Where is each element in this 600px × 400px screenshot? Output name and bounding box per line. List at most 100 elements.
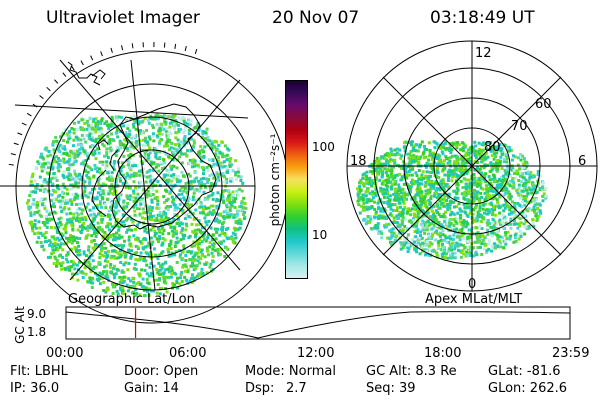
emission-pixel (430, 205, 434, 209)
emission-pixel (432, 153, 436, 157)
emission-pixel (187, 250, 191, 254)
emission-pixel (375, 166, 379, 170)
emission-pixel (180, 145, 184, 149)
emission-pixel (35, 240, 39, 244)
emission-pixel (140, 148, 144, 152)
emission-pixel (110, 118, 114, 122)
emission-pixel (77, 120, 81, 124)
emission-pixel (430, 217, 434, 221)
emission-pixel (187, 128, 191, 132)
emission-pixel (389, 212, 393, 216)
emission-pixel (119, 166, 123, 169)
emission-pixel (395, 220, 399, 224)
emission-pixel (207, 219, 211, 223)
emission-pixel (59, 135, 63, 139)
emission-pixel (381, 156, 385, 160)
emission-pixel (196, 122, 200, 125)
emission-pixel (502, 174, 505, 178)
emission-pixel (520, 172, 524, 175)
emission-pixel (435, 224, 439, 227)
emission-pixel (200, 205, 203, 209)
emission-pixel (182, 131, 186, 135)
altitude-curve (65, 311, 571, 339)
emission-pixel (74, 218, 78, 222)
emission-pixel (197, 127, 201, 131)
emission-pixel (535, 198, 539, 202)
emission-pixel (182, 142, 186, 146)
emission-pixel (98, 211, 102, 214)
emission-pixel (450, 248, 453, 252)
emission-pixel (185, 190, 189, 194)
emission-pixel (443, 220, 447, 224)
emission-pixel (444, 193, 448, 197)
emission-pixel (492, 145, 496, 149)
emission-pixel (126, 124, 130, 128)
emission-pixel (163, 117, 167, 121)
emission-pixel (154, 196, 158, 200)
emission-pixel (384, 178, 388, 182)
emission-pixel (427, 246, 431, 250)
emission-pixel (90, 168, 94, 172)
emission-pixel (427, 141, 431, 145)
emission-pixel (237, 227, 241, 231)
emission-pixel (73, 245, 77, 249)
emission-pixel (127, 261, 131, 265)
emission-pixel (181, 211, 185, 215)
emission-pixel (81, 271, 85, 275)
emission-pixel (493, 177, 497, 181)
emission-pixel (142, 285, 145, 289)
emission-pixel (455, 242, 459, 246)
emission-pixel (76, 278, 80, 282)
emission-pixel (91, 138, 95, 142)
emission-pixel (225, 158, 229, 162)
emission-pixel (482, 166, 486, 170)
emission-pixel (511, 177, 515, 180)
emission-pixel (495, 228, 499, 232)
emission-pixel (200, 135, 204, 139)
emission-pixel (448, 221, 452, 225)
emission-pixel (179, 238, 183, 242)
emission-pixel (120, 278, 123, 282)
emission-pixel (109, 148, 113, 152)
emission-pixel (63, 225, 67, 228)
emission-pixel (142, 199, 146, 202)
emission-pixel (500, 152, 504, 156)
emission-pixel (179, 207, 182, 211)
emission-pixel (222, 201, 226, 205)
emission-pixel (62, 152, 66, 155)
emission-pixel (126, 228, 130, 232)
emission-pixel (79, 138, 83, 142)
emission-pixel (42, 188, 46, 192)
emission-pixel (107, 192, 111, 196)
emission-pixel (162, 195, 166, 199)
emission-pixel (419, 230, 422, 234)
emission-pixel (203, 205, 207, 209)
emission-pixel (127, 162, 131, 166)
emission-pixel (168, 168, 172, 172)
emission-pixel (489, 161, 493, 165)
emission-pixel (37, 209, 41, 213)
emission-pixel (406, 250, 410, 254)
emission-pixel (224, 209, 228, 213)
emission-pixel (405, 165, 409, 169)
emission-pixel (141, 185, 145, 189)
emission-pixel (72, 144, 75, 148)
emission-pixel (493, 228, 497, 231)
emission-pixel (196, 163, 200, 167)
emission-pixel (70, 241, 74, 245)
emission-pixel (151, 181, 155, 185)
emission-pixel (496, 167, 500, 171)
emission-pixel (55, 160, 59, 164)
emission-pixel (57, 225, 61, 229)
emission-pixel (415, 174, 419, 178)
emission-pixel (116, 244, 120, 248)
emission-pixel (170, 179, 174, 183)
emission-pixel (516, 191, 520, 195)
emission-pixel (178, 189, 182, 193)
emission-pixel (469, 159, 473, 163)
emission-pixel (54, 190, 57, 194)
emission-pixel (208, 241, 212, 245)
emission-pixel (207, 178, 210, 181)
emission-pixel (163, 268, 167, 272)
emission-pixel (141, 197, 145, 201)
